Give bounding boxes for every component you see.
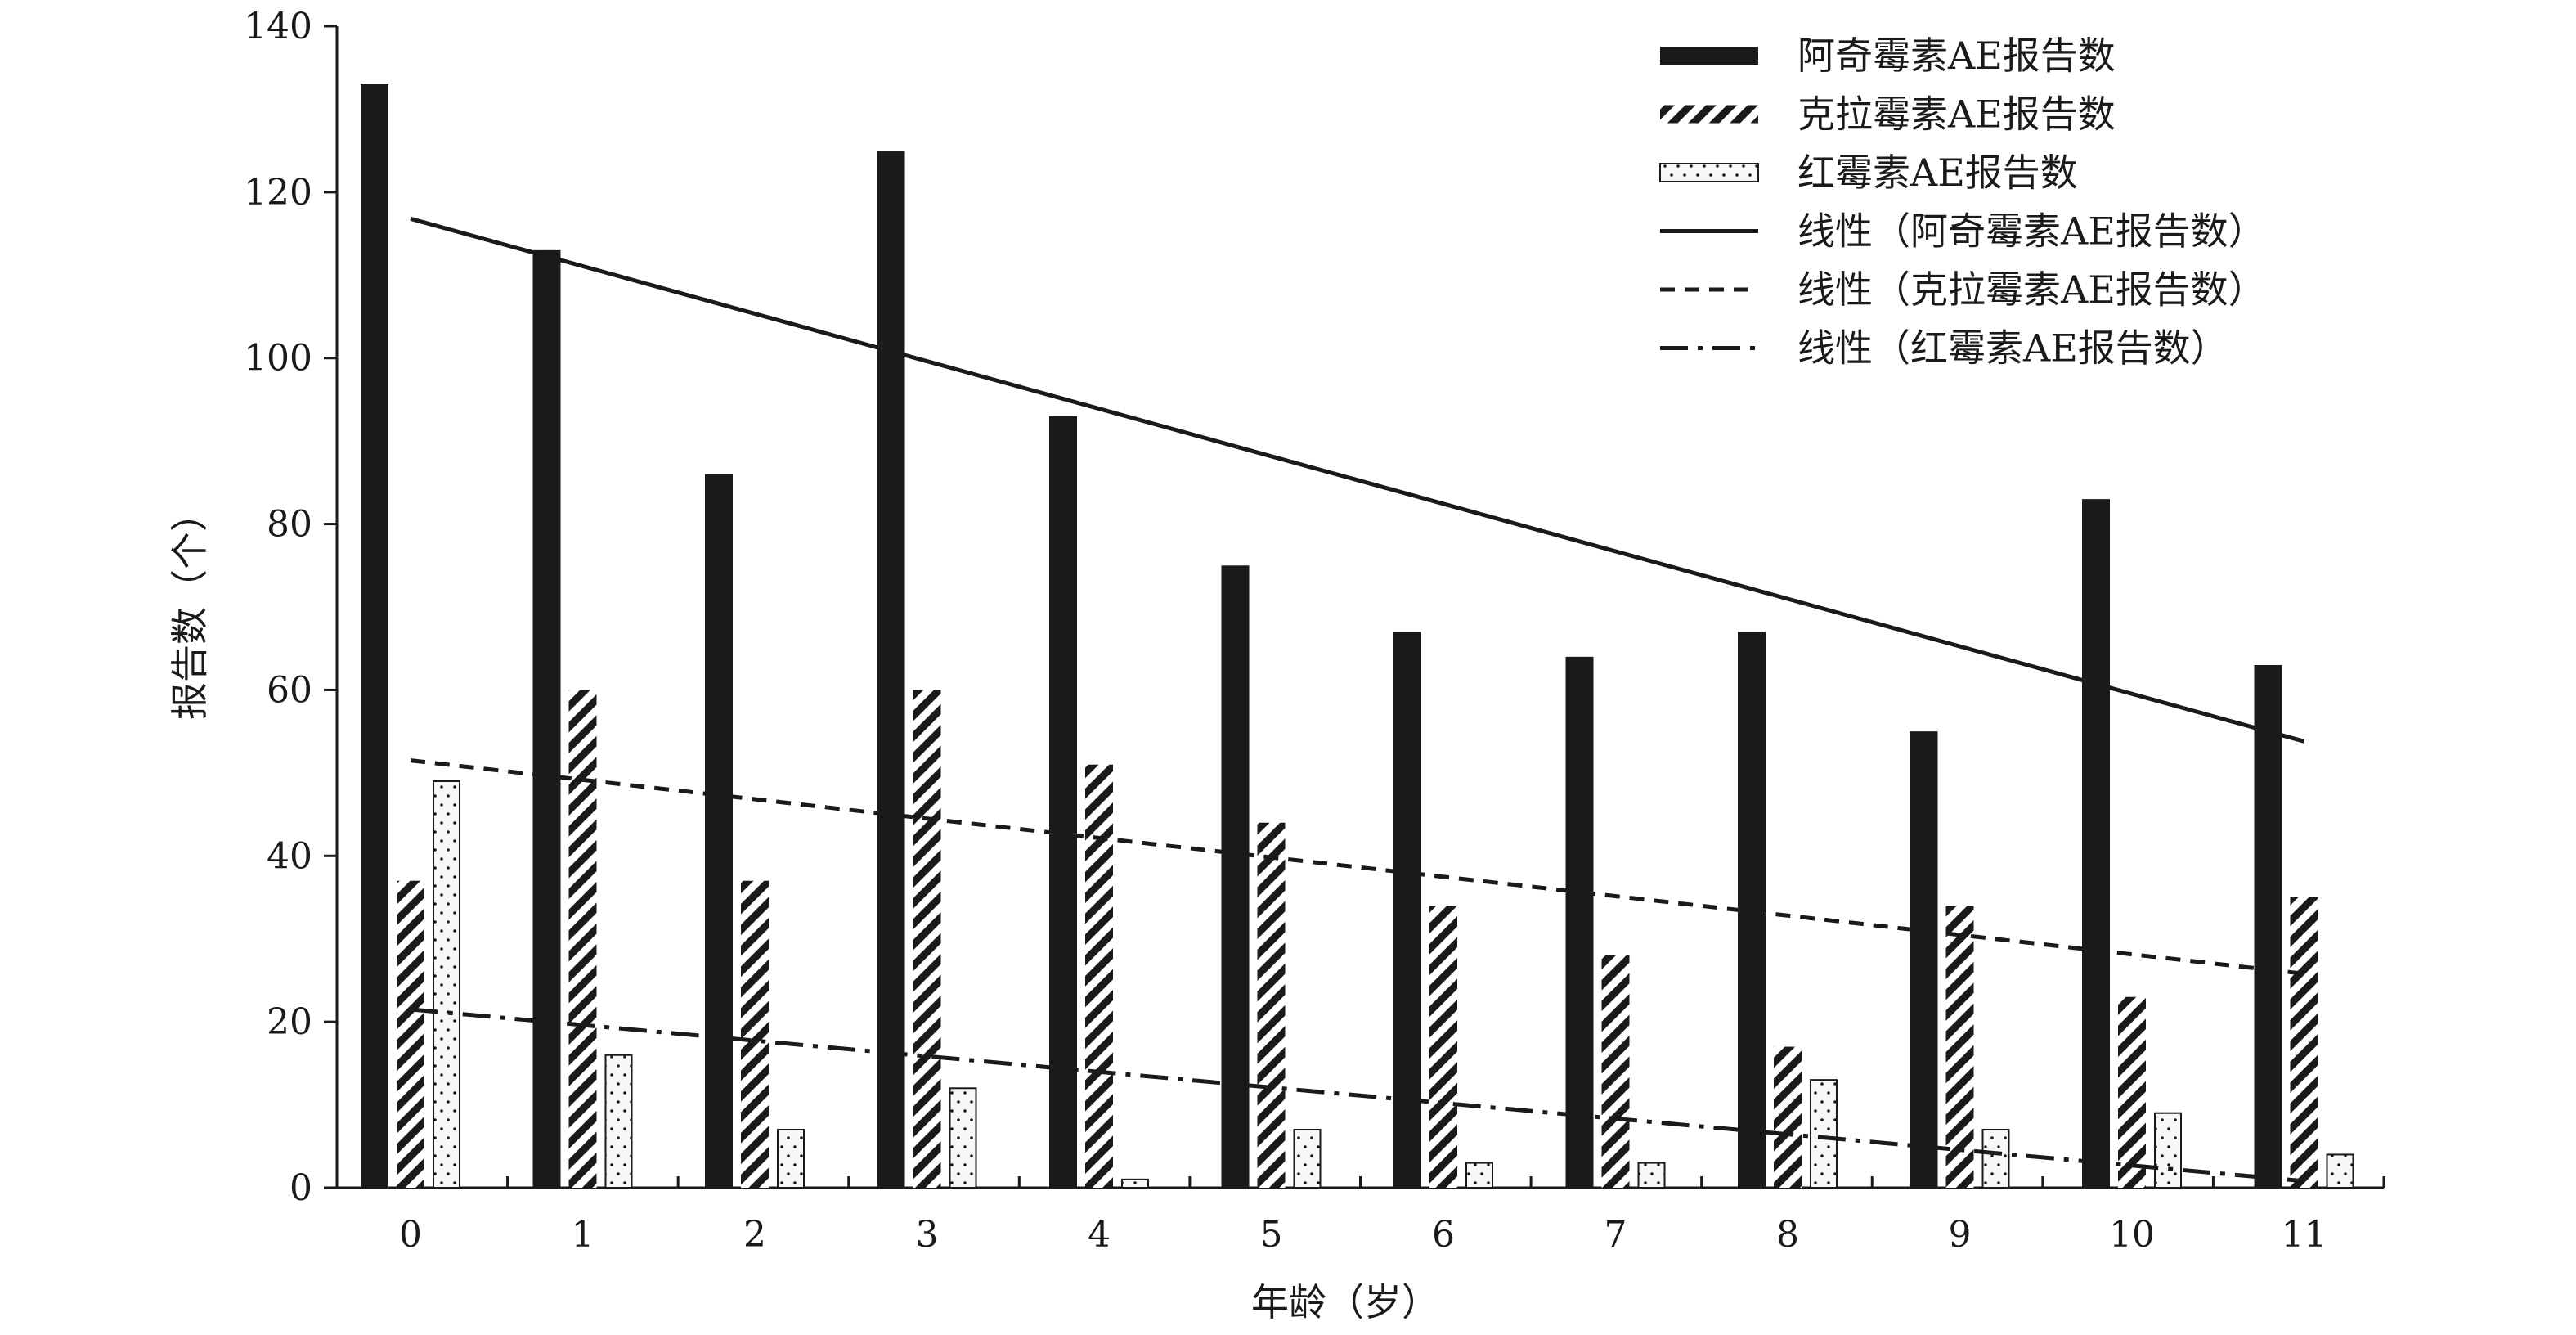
legend-swatch-series-2: [1660, 105, 1758, 124]
bar-series-2-cat-6: [1429, 906, 1457, 1188]
bar-series-3-cat-10: [2154, 1112, 2182, 1189]
x-tick-label: 8: [1776, 1214, 1799, 1256]
bar-series-2-cat-7: [1601, 955, 1630, 1188]
bar-series-2-cat-1: [568, 690, 597, 1188]
bar-series-1-cat-3: [877, 151, 905, 1189]
legend-swatch-series-3: [1659, 163, 1759, 182]
y-ticks: 0 20 40 60 80 100 120 140: [244, 6, 337, 1209]
plot-area: 0 20 40 60 80 100 120 140 0 1 2 3 4 5 6 7 8 9 10 11: [244, 6, 2385, 1256]
bar-series-3-cat-3: [949, 1087, 977, 1189]
bar-series-1-cat-1: [532, 249, 561, 1188]
x-tick-label: 5: [1260, 1214, 1283, 1256]
bar-series-1-cat-11: [2254, 665, 2282, 1188]
legend-label-series-1: 阿奇霉素AE报告数: [1797, 34, 2116, 78]
bars: [361, 84, 2354, 1189]
legend-label-trendline-3: 线性（红霉素AE报告数）: [1797, 326, 2228, 371]
trendline-2: [410, 758, 2304, 976]
x-tick-label: 0: [399, 1214, 422, 1256]
legend-label-trendline-1: 线性（阿奇霉素AE报告数）: [1797, 209, 2266, 254]
x-tick-label: 11: [2282, 1214, 2327, 1256]
y-tick-label: 120: [244, 172, 312, 214]
y-tick-label: 60: [267, 669, 312, 711]
bar-series-2-cat-10: [2118, 996, 2146, 1188]
bar-series-2-cat-9: [1945, 906, 1974, 1188]
bar-series-2-cat-4: [1085, 764, 1113, 1188]
x-tick-label: 10: [2109, 1214, 2155, 1256]
bar-series-3-cat-4: [1121, 1178, 1149, 1189]
bar-series-2-cat-3: [913, 690, 941, 1188]
bar-series-1-cat-5: [1221, 565, 1250, 1188]
x-tick-label: 1: [572, 1214, 595, 1256]
bar-series-1-cat-0: [361, 84, 388, 1188]
x-tick-label: 6: [1432, 1214, 1455, 1256]
trendline-1: [410, 216, 2305, 744]
bar-series-1-cat-4: [1049, 416, 1077, 1188]
bar-series-2-cat-2: [741, 880, 769, 1188]
x-axis-title: 年龄（岁）: [1251, 1280, 1439, 1324]
trendline-3: [410, 1007, 2304, 1184]
bar-series-3-cat-5: [1293, 1129, 1322, 1189]
x-tick-label: 2: [743, 1214, 766, 1256]
legend-label-series-3: 红霉素AE报告数: [1797, 151, 2078, 195]
x-tick-label: 4: [1088, 1214, 1111, 1256]
bar-series-1-cat-10: [2082, 499, 2110, 1188]
bar-series-2-cat-11: [2290, 897, 2318, 1188]
bar-series-2-cat-0: [397, 880, 424, 1188]
y-tick-label: 100: [244, 338, 312, 380]
x-tick-label: 7: [1604, 1214, 1627, 1256]
bar-series-3-cat-2: [777, 1129, 805, 1189]
y-tick-label: 80: [267, 504, 312, 546]
bar-series-3-cat-6: [1465, 1162, 1493, 1189]
y-tick-label: 140: [244, 6, 312, 47]
x-tick-label: 9: [1949, 1214, 1972, 1256]
legend-label-trendline-2: 线性（克拉霉素AE报告数）: [1797, 267, 2266, 312]
x-ticks: 0 1 2 3 4 5 6 7 8 9 10 11: [335, 1176, 2385, 1256]
bar-series-1-cat-7: [1565, 656, 1594, 1188]
y-tick-label: 20: [267, 1001, 312, 1043]
bar-series-1-cat-6: [1393, 632, 1421, 1188]
y-axis-title: 报告数（个）: [168, 494, 212, 720]
trendlines: [410, 216, 2305, 1184]
bar-series-3-cat-7: [1637, 1162, 1666, 1189]
bar-series-3-cat-9: [1981, 1129, 2010, 1189]
bar-series-3-cat-1: [604, 1054, 633, 1189]
legend-swatch-series-1: [1660, 47, 1758, 65]
legend-label-series-2: 克拉霉素AE报告数: [1797, 92, 2116, 137]
x-tick-label: 3: [916, 1214, 939, 1256]
bar-series-2-cat-5: [1257, 822, 1286, 1188]
bar-series-3-cat-8: [1810, 1079, 1838, 1189]
bar-series-1-cat-9: [1910, 731, 1938, 1188]
bar-series-2-cat-8: [1774, 1046, 1802, 1188]
bar-series-1-cat-2: [705, 474, 733, 1188]
bar-series-3-cat-0: [433, 780, 460, 1189]
y-tick-label: 40: [267, 835, 312, 877]
y-tick-label: 0: [289, 1167, 312, 1209]
bar-series-3-cat-11: [2326, 1153, 2354, 1189]
